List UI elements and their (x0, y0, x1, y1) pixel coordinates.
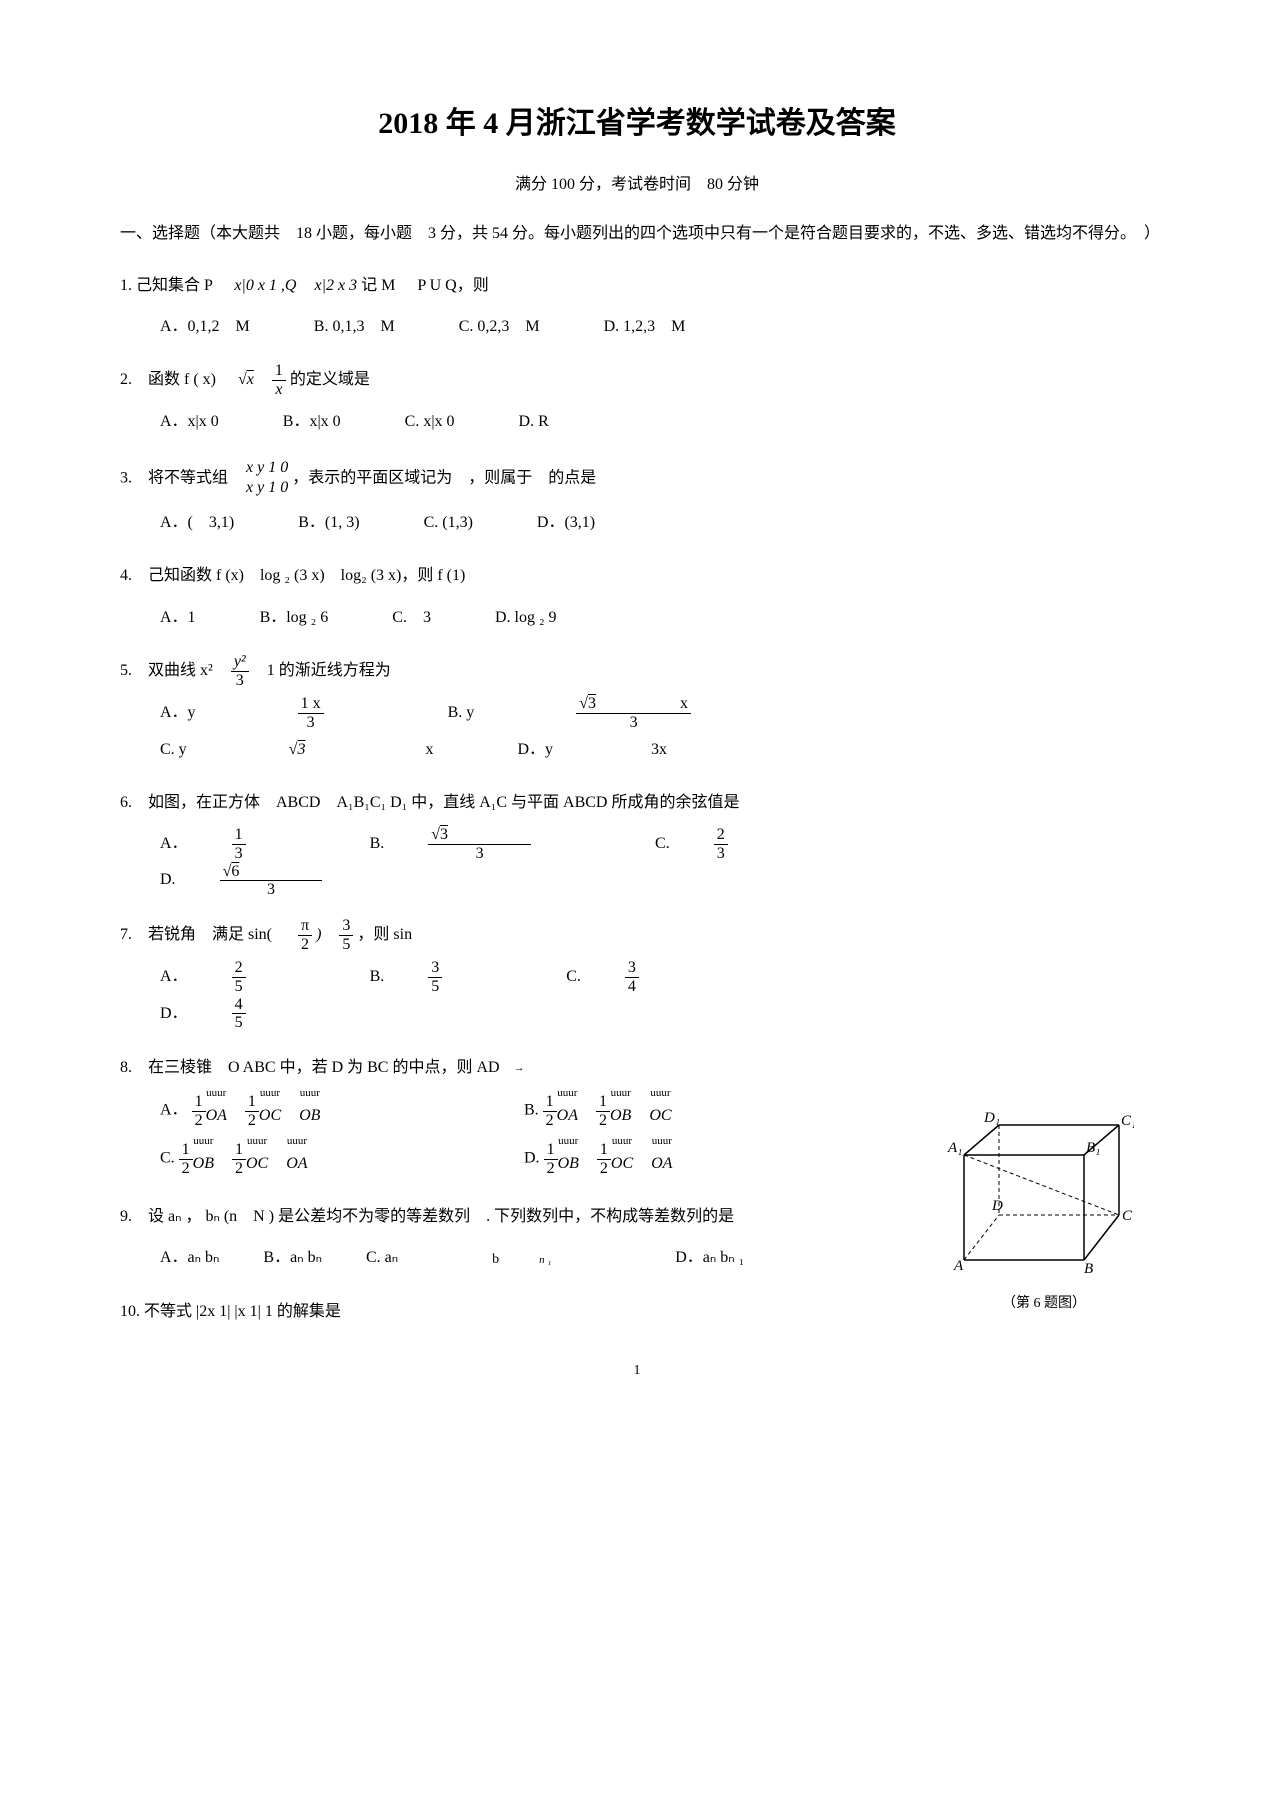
q5-text2: 1 的渐近线方程为 (267, 662, 391, 679)
q9-optB: B．aₙ bₙ (263, 1240, 322, 1275)
question-6: 6. 如图，在正方体 ABCD A₁B₁C₁ D₁ 中，直线 A₁C 与平面 A… (120, 785, 1154, 899)
q1-optA: A．0,1,2 M (160, 309, 250, 344)
q3-optA: A．( 3,1) (160, 505, 234, 540)
question-2: 2. 函数 f ( x) x 1x 的定义域是 A．x|x 0 B．x|x 0 … (120, 362, 1154, 440)
section-instruction: 一、选择题（本大题共 18 小题，每小题 3 分，共 54 分。每小题列出的四个… (120, 218, 1154, 250)
q3-text: 3. 将不等式组 (120, 469, 228, 486)
q6-optB: B. 33 (370, 826, 611, 862)
q3-optB: B．(1, 3) (298, 505, 359, 540)
q2-text: 2. 函数 f ( x) (120, 371, 216, 388)
q8-optB: B. 12uuurOA 12uuurOB uuurOC (524, 1089, 884, 1133)
q2-optD: D. R (519, 404, 549, 439)
q5-text: 5. 双曲线 x² (120, 662, 213, 679)
q3-line2: x y 1 0 (246, 478, 288, 499)
question-1: 1. 己知集合 P x|0 x 1 ,Qx|2 x 3 记 M P U Q，则 … (120, 268, 1154, 344)
question-5: 5. 双曲线 x² y²3 1 的渐近线方程为 A．y 1 x3 B. y 3 … (120, 653, 1154, 767)
q8-text: 8. 在三棱锥 O ABC 中，若 D 为 BC 的中点，则 AD (120, 1059, 500, 1076)
q5-optD: D．y3x (517, 732, 707, 767)
q6-optD: D. 63 (160, 862, 402, 898)
q10-text: 10. 不等式 |2x 1| |x 1| 1 的解集是 (120, 1303, 341, 1320)
q7-text2: ，则 sin (357, 926, 412, 943)
svg-text:A: A (953, 1258, 964, 1274)
svg-text:D₁: D₁ (983, 1110, 1000, 1126)
q8-optD: D. 12uuurOB 12uuurOC uuurOA (524, 1137, 884, 1181)
q3-optD: D．(3,1) (537, 505, 595, 540)
question-4: 4. 己知函数 f (x) log ₂ (3 x) log₂ (3 x)，则 f… (120, 558, 1154, 634)
q7-optD: D． 45 (160, 996, 326, 1032)
q7-optA: A． 25 (160, 959, 326, 995)
q4-optC: C. 3 (392, 600, 431, 635)
cube-caption: （第 6 题图） (944, 1293, 1144, 1315)
svg-text:C: C (1122, 1208, 1133, 1224)
q7-text: 7. 若锐角 满足 sin( (120, 926, 272, 943)
q6-text: 6. 如图，在正方体 ABCD A₁B₁C₁ D₁ 中，直线 A₁C 与平面 A… (120, 794, 739, 811)
svg-text:C₁: C₁ (1121, 1113, 1134, 1129)
q3-text2: ，表示的平面区域记为 ，则属于 的点是 (292, 469, 596, 486)
q1-textb: 记 M (361, 277, 395, 294)
q8-optC: C. 12uuurOB 12uuurOC uuurOA (160, 1137, 520, 1181)
svg-text:A₁: A₁ (947, 1140, 962, 1156)
page-number: 1 (120, 1360, 1154, 1382)
q5-optB: B. y 3 x3 (448, 695, 771, 731)
q5-optA: A．y 1 x3 (160, 695, 404, 731)
q2-text2: 的定义域是 (290, 371, 370, 388)
q4-optB: B．log ₂ 6 (260, 600, 329, 635)
q8-optA: A． 12uuurOA 12uuurOC uuurOB (160, 1089, 520, 1133)
q1-optD: D. 1,2,3 M (604, 309, 686, 344)
cube-svg: A B C D A₁ B₁ C₁ D₁ (944, 1110, 1134, 1280)
q6-optC: C. 23 (655, 826, 808, 862)
q9-optD: D．aₙ bₙ ₁ (675, 1240, 744, 1275)
q9-optC: C. aₙ bn ₁ (366, 1240, 631, 1276)
q6-optA: A． 13 (160, 826, 326, 862)
q1-textc: P U Q，则 (417, 277, 488, 294)
q4-optD: D. log ₂ 9 (495, 600, 557, 635)
svg-text:D: D (991, 1198, 1003, 1214)
q3-line1: x y 1 0 (246, 458, 288, 479)
q9-text: 9. 设 aₙ ， bₙ (n N ) 是公差均不为零的等差数列 . 下列数列中… (120, 1208, 734, 1225)
q1-optB: B. 0,1,3 M (314, 309, 395, 344)
question-3: 3. 将不等式组 x y 1 0 x y 1 0 ，表示的平面区域记为 ，则属于… (120, 458, 1154, 541)
q9-optA: A．aₙ bₙ (160, 1240, 219, 1275)
q1-optC: C. 0,2,3 M (459, 309, 540, 344)
q7-optB: B. 35 (370, 959, 523, 995)
svg-text:B: B (1084, 1261, 1093, 1277)
page-title: 2018 年 4 月浙江省学考数学试卷及答案 (120, 100, 1154, 148)
q3-optC: C. (1,3) (424, 505, 473, 540)
q4-text: 4. 己知函数 f (x) log ₂ (3 x) log₂ (3 x)，则 f… (120, 567, 465, 584)
q7-optC: C. 34 (566, 959, 719, 995)
q2-optB: B．x|x 0 (283, 404, 341, 439)
q5-optC: C. y 3x (160, 732, 473, 767)
question-7: 7. 若锐角 满足 sin( π2 ) 35 ，则 sin A． 25 B. 3… (120, 917, 1154, 1032)
q4-optA: A．1 (160, 600, 196, 635)
svg-text:B₁: B₁ (1086, 1140, 1100, 1156)
q2-optA: A．x|x 0 (160, 404, 219, 439)
q2-optC: C. x|x 0 (405, 404, 455, 439)
cube-figure: A B C D A₁ B₁ C₁ D₁ （第 6 题图） (944, 1110, 1144, 1315)
q1-text: 1. 己知集合 P (120, 277, 212, 294)
subtitle: 满分 100 分，考试卷时间 80 分钟 (120, 172, 1154, 198)
